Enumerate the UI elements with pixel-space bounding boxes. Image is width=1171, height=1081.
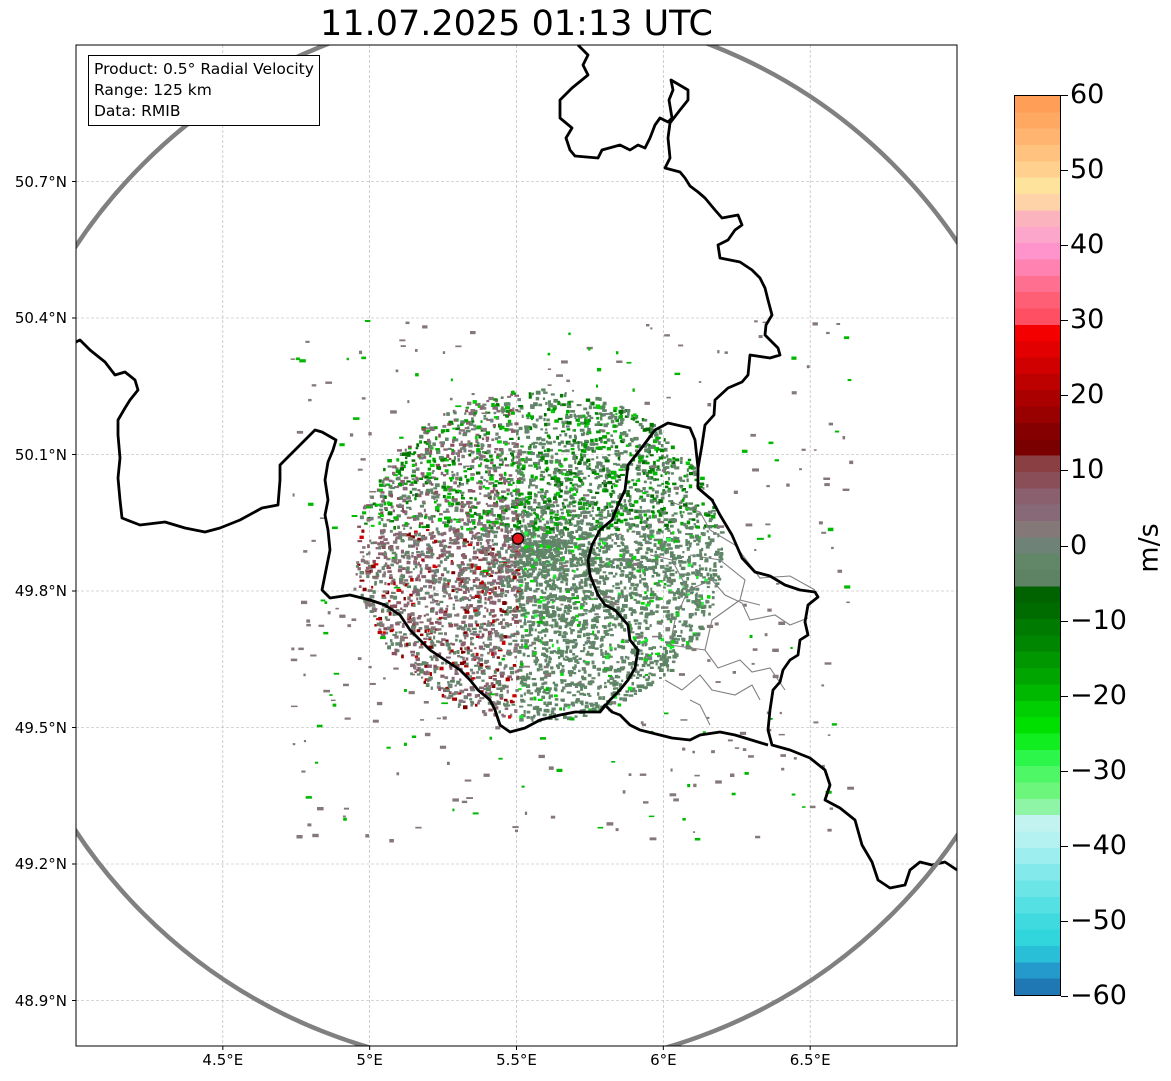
lat-tick-label: 49.5°N (14, 718, 67, 737)
colorbar-tick (1061, 395, 1068, 397)
colorbar-tick-label: −60 (1070, 980, 1127, 1011)
colorbar-tick-label: −30 (1070, 754, 1127, 786)
colorbar-tick-label: 60 (1070, 79, 1105, 110)
colorbar-tick (1061, 996, 1068, 997)
lat-tick-label: 50.7°N (14, 172, 67, 191)
colorbar-tick (1061, 470, 1068, 472)
lat-tick-label: 48.9°N (14, 991, 67, 1010)
colorbar-tick (1061, 770, 1068, 772)
lat-tick-label: 49.2°N (14, 855, 67, 873)
colorbar-tick-label: −20 (1070, 679, 1127, 711)
map-title: 11.07.2025 01:13 UTC (320, 4, 713, 44)
lat-tick-label: 50.1°N (14, 445, 67, 464)
colorbar-tick-label: 20 (1070, 379, 1105, 411)
country-borders (76, 45, 957, 890)
colorbar-tick-label: 0 (1070, 529, 1088, 561)
colorbar-tick (1061, 320, 1068, 322)
info-product: Product: 0.5° Radial Velocity (94, 60, 314, 78)
colorbar-tick (1061, 545, 1068, 547)
colorbar-tick-label: 40 (1070, 229, 1105, 261)
colorbar-tick (1061, 245, 1068, 247)
colorbar-unit: m/s (1133, 523, 1165, 573)
colorbar-tick (1061, 695, 1068, 697)
axis-ticks (72, 181, 811, 1050)
lon-tick-label: 5.5°E (496, 1051, 537, 1069)
lon-tick-label: 5°E (356, 1051, 383, 1069)
velocity-colorbar (1014, 95, 1061, 996)
info-range: Range: 125 km (94, 81, 212, 99)
colorbar-tick-label: 30 (1070, 304, 1105, 336)
lon-tick-label: 4.5°E (202, 1051, 244, 1069)
radar-echoes (290, 320, 854, 843)
lat-tick-label: 50.4°N (14, 309, 67, 327)
colorbar-tick-label: 50 (1070, 154, 1105, 186)
lat-tick-label: 49.8°N (14, 582, 67, 600)
colorbar-tick-label: −40 (1070, 829, 1127, 861)
colorbar-tick (1061, 920, 1068, 922)
colorbar-tick (1061, 845, 1068, 847)
info-data: Data: RMIB (94, 102, 181, 120)
radar-site-marker[interactable] (511, 532, 525, 545)
colorbar-tick-label: −50 (1070, 904, 1127, 936)
lon-tick-label: 6°E (650, 1051, 677, 1069)
product-info-box: Product: 0.5° Radial Velocity Range: 125… (88, 55, 320, 126)
colorbar-tick (1061, 620, 1068, 622)
lon-tick-label: 6.5°E (789, 1051, 831, 1069)
colorbar-tick (1061, 95, 1068, 96)
colorbar-tick (1061, 170, 1068, 172)
colorbar-tick-label: 10 (1070, 454, 1105, 486)
map-gridlines (76, 45, 957, 1046)
colorbar-tick-label: −10 (1070, 604, 1127, 636)
